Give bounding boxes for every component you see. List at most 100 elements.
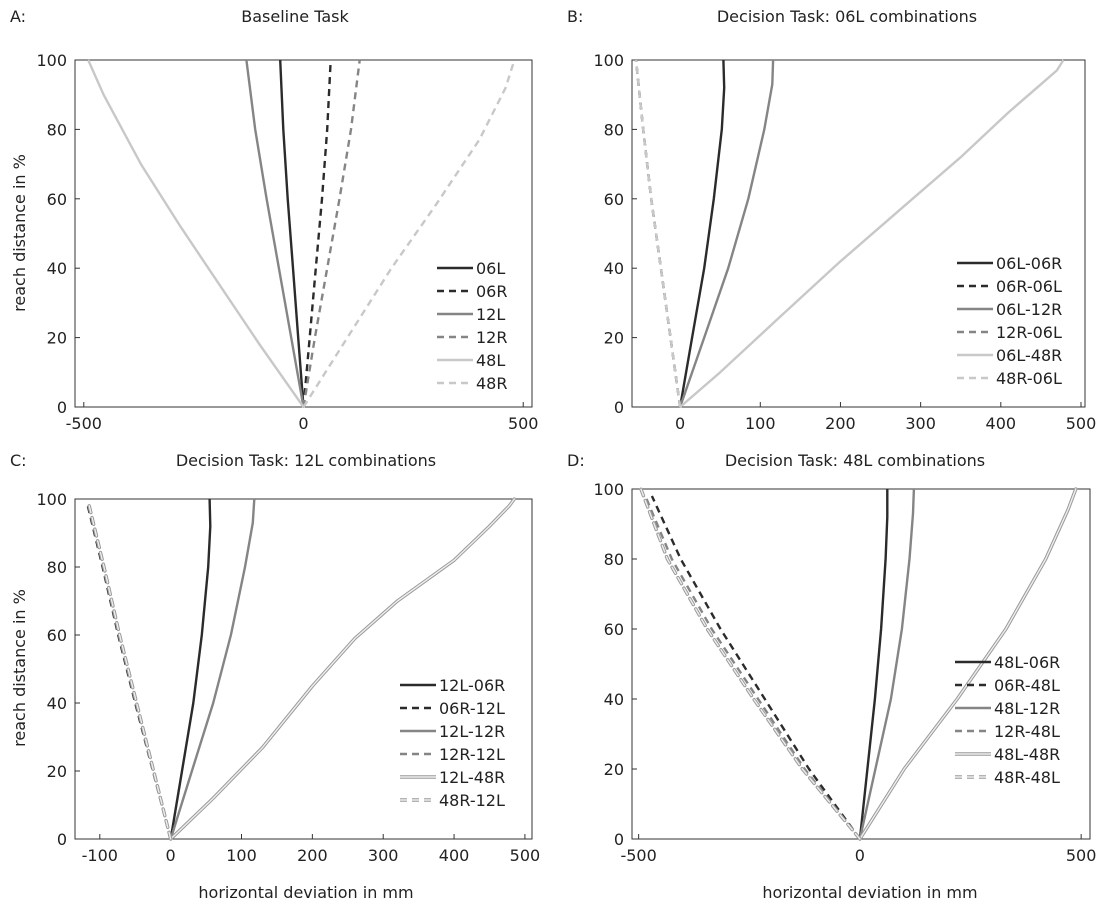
y-tick-label-d-2: 40 [604, 690, 624, 709]
legend-a: 06L 06R 12L 12R 48L 48R [437, 259, 507, 393]
y-tick-label-a-0: 0 [57, 398, 67, 417]
panel-title-a: Baseline Task [241, 7, 349, 26]
panel-a: A: Baseline Task reach distance in % -50… [10, 7, 538, 433]
y-tick-label-b-4: 80 [604, 120, 624, 139]
y-tick-label-a-3: 60 [47, 190, 67, 209]
series-line-a-1 [302, 59, 332, 408]
series-line-d-4 [859, 488, 1077, 840]
panel-letter-b: B: [567, 7, 583, 26]
series-line-c-4 [169, 498, 515, 840]
y-tick-label-b-5: 100 [593, 51, 624, 70]
legend-label-d-2: 48L-12R [994, 699, 1060, 718]
legend-label-a-4: 48L [476, 351, 505, 370]
legend-label-a-2: 12L [476, 305, 505, 324]
axes-frame-b [631, 59, 1086, 408]
x-tick-label-a-1: 0 [298, 414, 308, 433]
x-tick-label-b-5: 500 [1066, 414, 1097, 433]
legend-label-c-5: 48R-12L [439, 791, 505, 810]
y-tick-label-d-3: 60 [604, 620, 624, 639]
y-axis-label-c: reach distance in % [10, 589, 29, 747]
plot-area-c: -100 0 100 200 300 400 500 0 20 40 60 80 100 12L-06R 0… [36, 490, 540, 865]
axes-frame-a [74, 59, 533, 408]
x-tick-label-b-2: 200 [825, 414, 856, 433]
x-tick-label-c-6: 500 [510, 846, 541, 865]
plot-area-b: 0 100 200 300 400 500 0 20 40 60 80 100 06L-06R 06R-0… [593, 51, 1096, 433]
x-tick-label-c-5: 400 [439, 846, 470, 865]
axes-frame-c [74, 498, 533, 840]
y-tick-label-b-3: 60 [604, 190, 624, 209]
series-line-d-2 [858, 488, 916, 840]
legend-label-b-2: 06L-12R [996, 300, 1062, 319]
panel-letter-d: D: [567, 451, 585, 470]
x-tick-label-d-2: 500 [1066, 846, 1097, 865]
series-line-a-0 [279, 59, 305, 408]
panel-letter-c: C: [10, 451, 27, 470]
series-line-b-0 [678, 59, 726, 408]
y-tick-label-b-2: 40 [604, 259, 624, 278]
series-line-d-5 [640, 488, 861, 840]
legend-label-a-0: 06L [476, 259, 505, 278]
y-tick-label-d-4: 80 [604, 550, 624, 569]
x-tick-label-c-2: 100 [226, 846, 257, 865]
y-tick-label-c-1: 20 [47, 762, 67, 781]
y-tick-label-c-2: 40 [47, 694, 67, 713]
x-tick-label-a-2: 500 [508, 414, 539, 433]
series-line-a-3 [302, 59, 361, 408]
legend-label-b-4: 06L-48R [996, 346, 1062, 365]
x-tick-label-b-1: 100 [745, 414, 776, 433]
series-line-a-5 [302, 59, 516, 408]
panel-title-d: Decision Task: 48L combinations [725, 451, 985, 470]
legend-label-a-3: 12R [476, 328, 507, 347]
legend-label-d-3: 12R-48L [994, 722, 1060, 741]
x-tick-label-b-3: 300 [905, 414, 936, 433]
plot-area-d: -500 0 50002040608010048L-06R06R-48L48L-12… [593, 480, 1096, 865]
y-tick-label-b-1: 20 [604, 329, 624, 348]
y-axis-label-a: reach distance in % [10, 154, 29, 312]
series-line-d-1 [650, 495, 861, 840]
x-tick-label-c-3: 200 [297, 846, 328, 865]
legend-label-d-5: 48R-48L [994, 768, 1060, 787]
legend-label-b-5: 48R-06L [996, 369, 1062, 388]
panel-title-c: Decision Task: 12L combinations [176, 451, 436, 470]
x-tick-label-b-4: 400 [986, 414, 1017, 433]
legend-label-c-3: 12R-12L [439, 745, 505, 764]
panel-d: D: Decision Task: 48L combinations horiz… [567, 451, 1096, 902]
series-line-b-4 [679, 59, 1065, 408]
series-line-d-0 [858, 489, 889, 840]
legend-c: 12L-06R 06R-12L 12L-12R 12R-12L 12L-48R 48R-1… [400, 676, 505, 810]
legend-label-a-1: 06R [476, 282, 507, 301]
y-tick-label-a-1: 20 [47, 329, 67, 348]
legend-label-d-4: 48L-48R [994, 745, 1060, 764]
x-tick-label-c-4: 300 [368, 846, 399, 865]
y-tick-label-d-1: 20 [604, 760, 624, 779]
y-tick-label-a-2: 40 [47, 259, 67, 278]
y-tick-label-b-0: 0 [614, 398, 624, 417]
series-line-c-0 [169, 498, 212, 840]
panel-title-b: Decision Task: 06L combinations [717, 7, 977, 26]
legend-label-a-5: 48R [476, 374, 507, 393]
legend-label-b-3: 12R-06L [996, 323, 1062, 342]
legend-label-b-0: 06L-06R [996, 254, 1062, 273]
x-tick-label-c-1: 0 [166, 846, 176, 865]
y-tick-label-a-5: 100 [36, 51, 67, 70]
x-tick-label-a-0: -500 [66, 414, 102, 433]
series-line-c-5 [88, 505, 172, 840]
y-tick-label-d-5: 100 [593, 480, 624, 499]
legend-label-d-0: 48L-06R [994, 653, 1060, 672]
series-line-c-2 [169, 498, 256, 840]
x-tick-label-c-0: -100 [82, 846, 118, 865]
x-tick-label-d-1: 0 [855, 846, 865, 865]
series-line-d-3 [644, 495, 861, 840]
legend-label-c-4: 12L-48R [439, 768, 505, 787]
x-tick-label-d-0: -500 [620, 846, 656, 865]
y-tick-label-c-3: 60 [47, 626, 67, 645]
x-axis-label-d: horizontal deviation in mm [762, 883, 977, 902]
panel-b: B: Decision Task: 06L combinations 0 100 2… [567, 7, 1096, 433]
y-tick-label-c-4: 80 [47, 558, 67, 577]
y-tick-label-a-4: 80 [47, 120, 67, 139]
legend-label-c-1: 06R-12L [439, 699, 505, 718]
legend-label-b-1: 06R-06L [996, 277, 1062, 296]
legend-b: 06L-06R 06R-06L 06L-12R 12R-06L 06L-48R 48R-0… [957, 254, 1062, 388]
x-tick-label-b-0: 0 [675, 414, 685, 433]
